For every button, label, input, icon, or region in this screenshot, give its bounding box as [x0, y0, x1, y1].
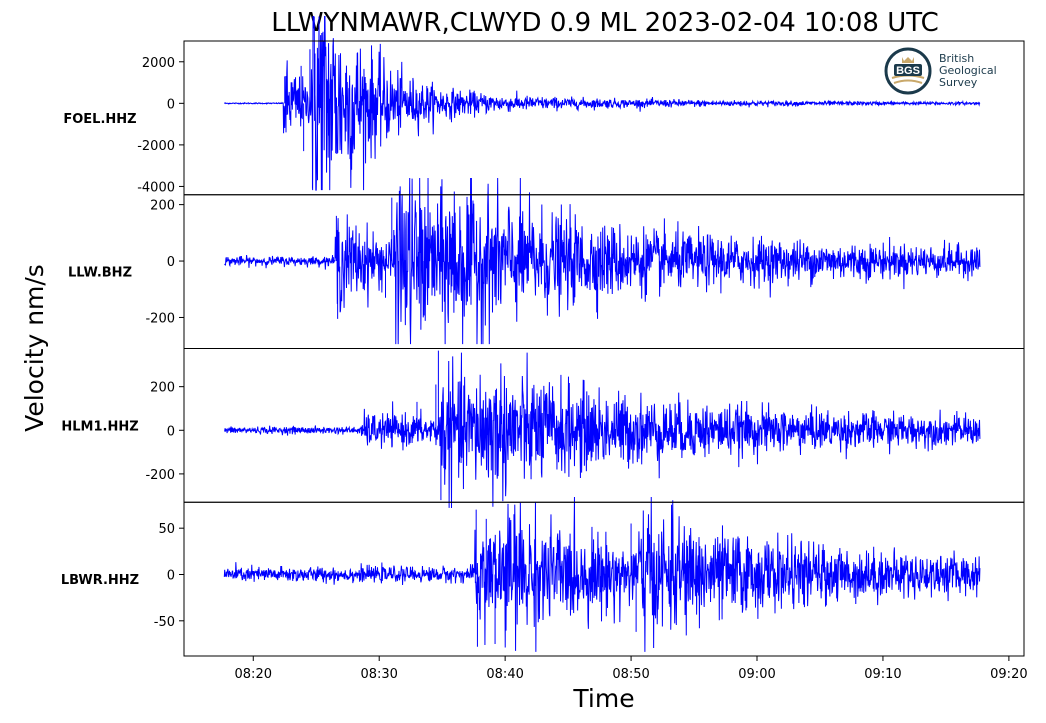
y-tick-label: -200: [145, 468, 175, 483]
panel-frame: [183, 501, 1025, 657]
station-label: FOEL.HHZ: [63, 112, 136, 127]
station-label: HLM1.HHZ: [61, 419, 138, 434]
panel-llw-bhz: 200 0 -200 LLW.BHZ: [68, 177, 1025, 349]
panels-group: 20000-2000-4000FOEL.HHZ2000-200LLW.BHZ20…: [61, 15, 1025, 657]
x-tick-label: 08:30: [360, 667, 397, 682]
y-tick-label: 0: [167, 97, 175, 112]
x-tick-label: 08:40: [486, 667, 523, 682]
y-tick-label: 200: [150, 381, 175, 396]
trace-line: [223, 497, 981, 652]
y-tick-label: -4000: [137, 180, 175, 195]
logo-line-1: British: [939, 52, 974, 65]
panel-frame: [183, 348, 1025, 503]
x-tick-label: 09:10: [864, 667, 901, 682]
x-axis: 08:20 08:30 08:40 08:50 09:00 09:10 09:20: [235, 656, 1028, 682]
y-tick-label: 0: [167, 568, 175, 583]
y-tick-label: 2000: [142, 56, 175, 71]
y-tick-label: -200: [145, 311, 175, 326]
bgs-logo-mark: BGS: [896, 65, 920, 77]
panel-lbwr-hhz: 50 0 -50 LBWR.HHZ: [61, 497, 1025, 657]
bgs-logo-icon: BGS British Geological Survey: [884, 47, 997, 95]
trace-line: [224, 177, 981, 345]
y-tick-label: -2000: [137, 139, 175, 154]
trace-line: [223, 15, 981, 191]
y-tick-label: 200: [150, 199, 175, 214]
x-tick-label: 08:50: [612, 667, 649, 682]
y-tick-label: -50: [154, 615, 175, 630]
station-label: LLW.BHZ: [68, 266, 132, 281]
y-tick-label: 50: [158, 522, 175, 537]
logo-line-3: Survey: [939, 76, 978, 89]
x-tick-label: 08:20: [235, 667, 272, 682]
station-label: LBWR.HHZ: [61, 573, 139, 588]
x-axis-label: Time: [572, 684, 634, 713]
x-tick-label: 09:20: [990, 667, 1027, 682]
trace-line: [224, 350, 981, 508]
x-tick-label: 09:00: [738, 667, 775, 682]
logo-line-2: Geological: [939, 64, 997, 77]
panel-foel-hhz: 2000 0 -2000 -4000 FOEL.HHZ: [63, 15, 1025, 195]
panel-hlm1-hhz: 200 0 -200 HLM1.HHZ: [61, 348, 1025, 508]
y-tick-label: 0: [167, 424, 175, 439]
chart-title: LLWYNMAWR,CLWYD 0.9 ML 2023-02-04 10:08 …: [271, 8, 938, 38]
y-tick-label: 0: [167, 255, 175, 270]
y-axis-label: Velocity nm/s: [20, 264, 49, 432]
